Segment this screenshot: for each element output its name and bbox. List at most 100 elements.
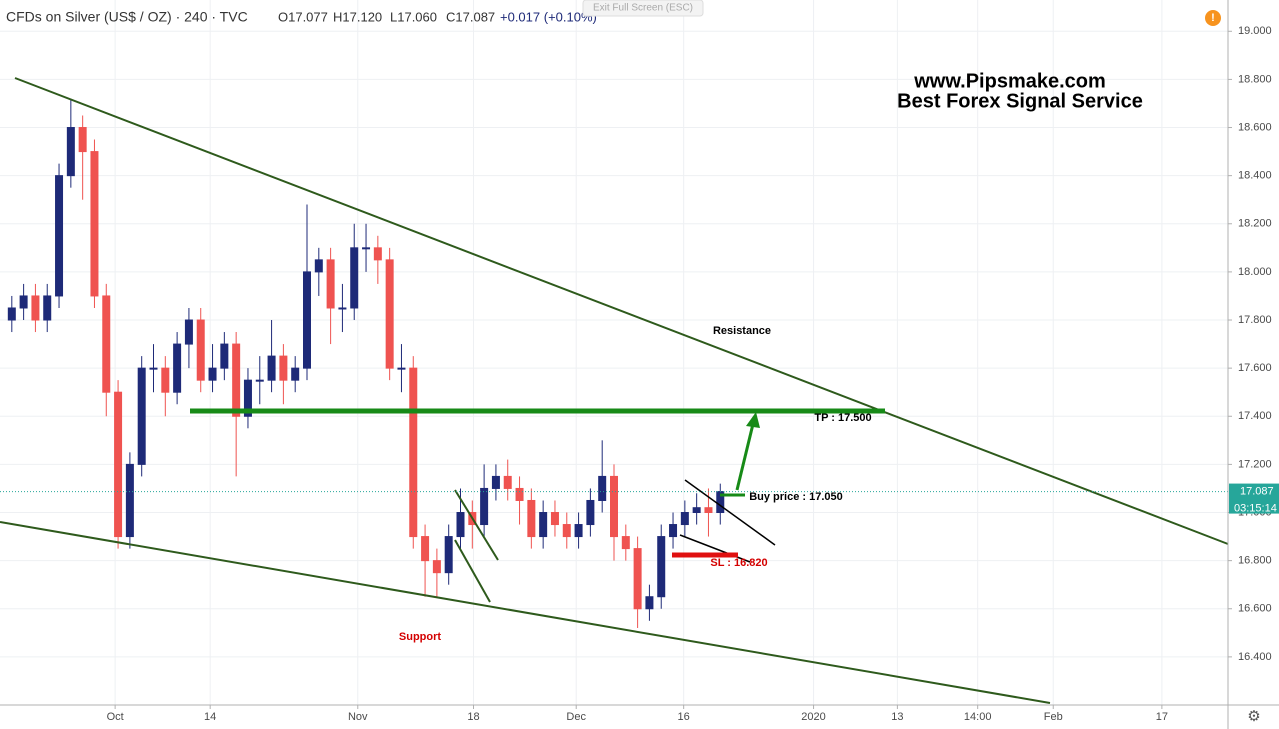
- candle-body: [680, 512, 689, 526]
- x-tick-label: Oct: [107, 711, 124, 723]
- candle-body: [645, 596, 654, 610]
- candle-body: [421, 536, 430, 562]
- flag-line: [454, 539, 491, 603]
- candle-body: [19, 295, 28, 309]
- countdown: 03:15:14: [1234, 502, 1277, 514]
- candle-body: [657, 536, 666, 598]
- y-tick-label: 16.800: [1238, 555, 1272, 567]
- alert-icon[interactable]: [1205, 10, 1221, 26]
- candle-body: [491, 475, 500, 489]
- y-tick-label: 18.000: [1238, 266, 1272, 278]
- annotation: Resistance: [713, 325, 771, 337]
- candle-body: [90, 151, 99, 297]
- candle-body: [669, 524, 678, 538]
- candle-body: [291, 367, 300, 381]
- x-tick-label: 13: [891, 711, 903, 723]
- drawings: [0, 77, 1229, 704]
- candle-body: [385, 259, 394, 369]
- candle-body: [78, 127, 87, 153]
- candle-body: [574, 524, 583, 538]
- candle-body: [43, 295, 52, 321]
- y-tick-label: 17.600: [1238, 362, 1272, 374]
- arrow-shaft: [735, 423, 755, 491]
- x-tick-label: 17: [1156, 711, 1168, 723]
- candle-body: [432, 560, 441, 574]
- alert-icon-mark: !: [1211, 12, 1215, 24]
- candle-body: [102, 295, 111, 393]
- candle-body: [562, 524, 571, 538]
- candle-body: [137, 367, 146, 465]
- candle-body: [527, 499, 536, 538]
- candle-body: [196, 319, 205, 381]
- candle-body: [243, 379, 252, 417]
- watermark: www.Pipsmake.com: [913, 70, 1106, 92]
- candles: [7, 98, 725, 629]
- candle-body: [503, 475, 512, 489]
- candle-body: [303, 271, 311, 369]
- settings-icon[interactable]: ⚙: [1247, 708, 1260, 725]
- candle-body: [362, 247, 371, 250]
- watermark: Best Forex Signal Service: [897, 90, 1143, 112]
- candle-body: [66, 127, 75, 177]
- candle-body: [220, 343, 229, 369]
- candle-body: [208, 367, 217, 381]
- candle-body: [232, 343, 241, 417]
- candle-body: [610, 475, 618, 538]
- annotation: Buy price : 17.050: [749, 491, 843, 503]
- x-tick-label: 16: [678, 711, 690, 723]
- time-axis-bg: [0, 705, 1279, 729]
- header-value: H17.120: [333, 9, 382, 24]
- candle-body: [515, 487, 524, 501]
- candle-body: [397, 367, 406, 370]
- candle-body: [586, 499, 595, 526]
- candle-body: [55, 175, 64, 297]
- resistance-line: [14, 77, 1229, 545]
- candle-body: [149, 367, 158, 370]
- header-value: +0.017 (+0.10%): [500, 9, 597, 24]
- candle-body: [338, 307, 347, 310]
- y-tick-label: 17.400: [1238, 410, 1272, 422]
- annotation: TP : 17.500: [814, 412, 871, 424]
- y-tick-label: 18.800: [1238, 73, 1272, 85]
- candle-body: [184, 319, 193, 345]
- chart-title: CFDs on Silver (US$ / OZ) · 240 · TVC: [6, 9, 248, 25]
- last-price-box: [1229, 483, 1279, 514]
- annotation: SL : 16.820: [710, 557, 767, 569]
- y-tick-label: 16.600: [1238, 603, 1272, 615]
- y-tick-label: 16.400: [1238, 651, 1272, 663]
- y-tick-label: 18.200: [1238, 218, 1272, 230]
- annotation: Support: [399, 631, 441, 643]
- price-axis-bg: [1228, 0, 1279, 729]
- candle-body: [125, 463, 134, 538]
- candle-body: [539, 512, 548, 538]
- x-tick-label: 18: [467, 711, 479, 723]
- candle-body: [114, 391, 123, 538]
- header-values: O17.077 H17.120 L17.060 C17.087 +0.017 (+0.1…: [278, 9, 597, 24]
- header-value: C17.087: [446, 9, 495, 24]
- x-tick-label: Feb: [1044, 711, 1063, 723]
- wedge-line: [684, 479, 776, 546]
- exit-button-label[interactable]: Exit Full Screen (ESC): [593, 3, 693, 14]
- candle-body: [480, 487, 489, 526]
- candle-body: [409, 367, 418, 538]
- wedge-line: [679, 534, 751, 563]
- header-value: L17.060: [390, 9, 437, 24]
- candle-body: [326, 259, 335, 309]
- candle-body: [161, 367, 170, 393]
- candle-body: [279, 355, 288, 381]
- candle-body: [456, 512, 465, 538]
- y-tick-label: 17.200: [1238, 458, 1272, 470]
- header-value: O17.077: [278, 9, 328, 24]
- exit-button[interactable]: [582, 0, 704, 17]
- y-tick-label: 19.000: [1238, 25, 1272, 37]
- x-tick-label: Dec: [566, 711, 586, 723]
- x-tick-label: Nov: [348, 711, 368, 723]
- last-price-label: 17.087: [1240, 485, 1274, 497]
- y-tick-label: 18.400: [1238, 170, 1272, 182]
- candle-body: [621, 536, 630, 550]
- support-line: [0, 521, 1051, 704]
- candle-body: [633, 548, 642, 610]
- x-tick-label: 14:00: [964, 711, 992, 723]
